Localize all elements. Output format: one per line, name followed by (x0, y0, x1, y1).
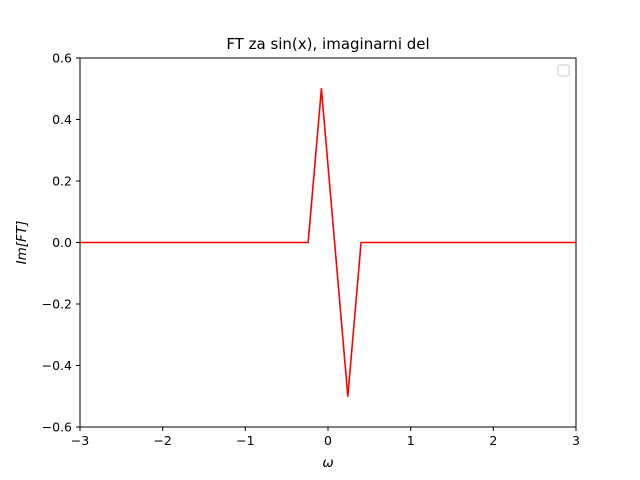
series-layer (80, 87, 576, 398)
x-tick-label: 1 (407, 433, 415, 448)
chart-title: FT za sin(x), imaginarni del (226, 35, 429, 53)
x-axis-label: ω (322, 455, 333, 471)
x-tick-label: 0 (324, 433, 332, 448)
x-tick-label: −3 (71, 433, 89, 448)
legend-box (557, 64, 570, 77)
x-tick-label: 3 (572, 433, 580, 448)
x-tick-label: −2 (153, 433, 171, 448)
y-axis-label: Im[FT] (14, 221, 30, 265)
x-axis-ticks: −3 −2 −1 0 1 2 3 (71, 427, 580, 448)
y-tick-label: 0.4 (52, 112, 72, 127)
x-tick-label: −1 (236, 433, 254, 448)
x-tick-label: 2 (489, 433, 497, 448)
y-axis-ticks: −0.6 −0.4 −0.2 0.0 0.2 0.4 0.6 (42, 51, 80, 435)
y-tick-label: −0.4 (42, 358, 72, 373)
y-tick-label: 0.2 (52, 174, 72, 189)
y-tick-label: 0.6 (52, 51, 72, 66)
y-tick-label: −0.6 (42, 420, 72, 435)
y-tick-label: 0.0 (52, 235, 72, 250)
y-tick-label: −0.2 (42, 297, 72, 312)
series-line-0 (80, 87, 576, 398)
